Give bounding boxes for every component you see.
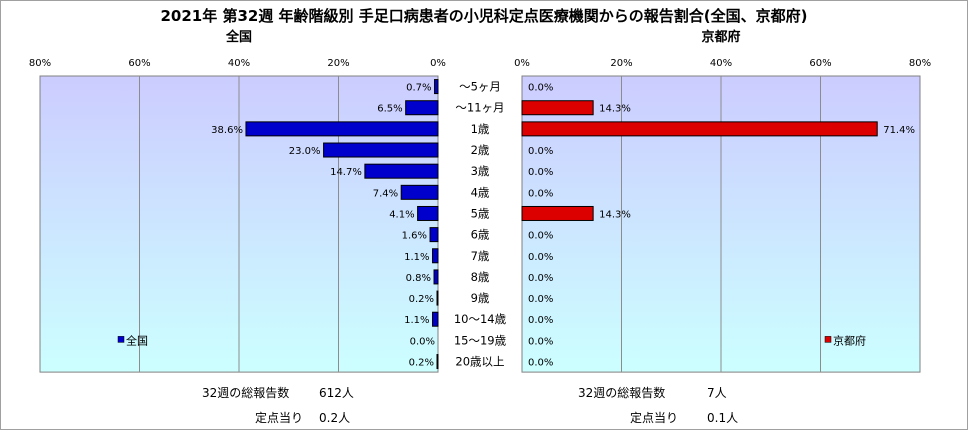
- category-label: 10～14歳: [454, 312, 507, 326]
- national-bar: [432, 248, 439, 264]
- category-label: 5歳: [471, 206, 490, 220]
- category-label: 6歳: [471, 228, 490, 242]
- national-bar: [429, 227, 439, 243]
- prefecture-value-label: 0.0%: [528, 188, 553, 199]
- national-value-label: 7.4%: [373, 188, 398, 199]
- prefecture-x-tick-label: 0%: [514, 58, 530, 69]
- prefecture-total-label: 32週の総報告数: [578, 386, 666, 400]
- national-value-label: 4.1%: [389, 209, 414, 220]
- category-label: 7歳: [471, 249, 490, 263]
- national-value-label: 38.6%: [211, 125, 243, 136]
- national-value-label: 0.7%: [406, 83, 431, 94]
- national-legend-swatch: [117, 336, 125, 343]
- category-label: 4歳: [471, 185, 490, 199]
- prefecture-value-label: 0.0%: [528, 231, 553, 242]
- national-bar: [405, 100, 439, 116]
- national-per-value: 0.2人: [319, 411, 351, 425]
- national-value-label: 0.2%: [409, 294, 434, 305]
- national-value-label: 0.8%: [406, 273, 431, 284]
- prefecture-x-tick-label: 80%: [909, 58, 931, 69]
- category-label: 15～19歳: [454, 333, 507, 347]
- national-bar: [364, 163, 439, 179]
- category-label: 2歳: [471, 143, 490, 157]
- national-x-tick-label: 40%: [228, 58, 250, 69]
- category-label: 20歳以上: [455, 355, 504, 369]
- national-bar: [434, 79, 439, 95]
- prefecture-value-label: 0.0%: [528, 83, 553, 94]
- prefecture-bar: [521, 100, 594, 116]
- prefecture-bar: [521, 205, 594, 221]
- category-label: 8歳: [471, 270, 490, 284]
- national-panel-title: 全国: [225, 29, 252, 45]
- national-value-label: 0.2%: [409, 358, 434, 369]
- national-bar: [323, 142, 439, 158]
- national-total-label: 32週の総報告数: [202, 386, 290, 400]
- prefecture-value-label: 0.0%: [528, 252, 553, 263]
- prefecture-value-label: 0.0%: [528, 358, 553, 369]
- national-x-tick-label: 80%: [29, 58, 51, 69]
- prefecture-value-label: 14.3%: [599, 104, 631, 115]
- national-value-label: 6.5%: [377, 104, 402, 115]
- prefecture-x-tick-label: 40%: [710, 58, 732, 69]
- prefecture-legend-label: 京都府: [833, 333, 866, 347]
- national-value-label: 1.1%: [404, 315, 429, 326]
- category-label: 9歳: [471, 291, 490, 305]
- prefecture-panel-title: 京都府: [701, 29, 740, 45]
- prefecture-total-value: 7人: [707, 386, 727, 400]
- chart-title: 2021年 第32週 年齢階級別 手足口病患者の小児科定点医療機関からの報告割合…: [160, 7, 807, 25]
- prefecture-value-label: 0.0%: [528, 167, 553, 178]
- prefecture-x-tick-label: 20%: [610, 58, 632, 69]
- national-value-label: 1.6%: [402, 231, 427, 242]
- national-x-tick-label: 60%: [128, 58, 150, 69]
- national-value-label: 1.1%: [404, 252, 429, 263]
- national-x-tick-label: 0%: [430, 58, 446, 69]
- national-bar: [436, 354, 439, 370]
- national-x-tick-label: 20%: [327, 58, 349, 69]
- national-value-label: 23.0%: [289, 146, 321, 157]
- national-value-label: 14.7%: [330, 167, 362, 178]
- prefecture-value-label: 0.0%: [528, 315, 553, 326]
- prefecture-bar: [521, 121, 878, 137]
- prefecture-x-tick-label: 60%: [809, 58, 831, 69]
- national-bar: [245, 121, 439, 137]
- prefecture-per-value: 0.1人: [707, 411, 739, 425]
- prefecture-value-label: 71.4%: [883, 125, 915, 136]
- prefecture-per-label: 定点当り: [630, 411, 679, 425]
- national-bar: [417, 205, 439, 221]
- prefecture-value-label: 0.0%: [528, 273, 553, 284]
- prefecture-value-label: 0.0%: [528, 146, 553, 157]
- prefecture-value-label: 0.0%: [528, 294, 553, 305]
- category-label: ～5ヶ月: [459, 80, 501, 94]
- national-bar: [432, 311, 439, 327]
- national-per-label: 定点当り: [255, 411, 304, 425]
- national-bar: [400, 184, 439, 200]
- category-label: 3歳: [471, 164, 490, 178]
- national-bar: [436, 290, 439, 306]
- national-value-label: 0.0%: [410, 336, 435, 347]
- category-label: 1歳: [471, 122, 490, 136]
- category-label: ～11ヶ月: [455, 101, 504, 115]
- prefecture-value-label: 14.3%: [599, 209, 631, 220]
- prefecture-legend-swatch: [824, 336, 832, 343]
- national-legend-label: 全国: [126, 333, 148, 347]
- national-bar: [433, 269, 439, 285]
- prefecture-value-label: 0.0%: [528, 336, 553, 347]
- national-total-value: 612人: [319, 386, 354, 400]
